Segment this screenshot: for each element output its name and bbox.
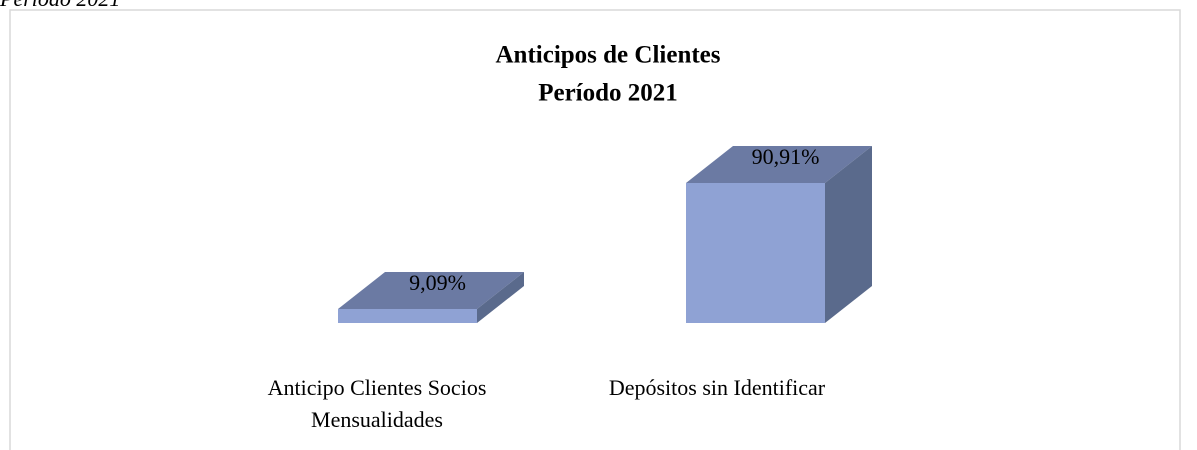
bar [338,309,477,323]
data-label: 90,91% [752,144,820,169]
chart-title: Anticipos de Clientes [496,42,721,69]
chart-border [9,9,1181,450]
x-tick-label: Anticipo Clientes Socios Mensualidades [267,375,487,432]
bar-side [825,145,872,323]
bar-top [338,272,524,310]
data-label: 9,09% [409,270,466,295]
bar [686,182,825,323]
caption: Período 2021 [0,0,120,12]
bar-side [477,272,524,323]
chart-subtitle: Período 2021 [538,80,678,107]
bar-top [686,145,872,183]
x-tick-label: Depósitos sin Identificar [608,375,826,400]
